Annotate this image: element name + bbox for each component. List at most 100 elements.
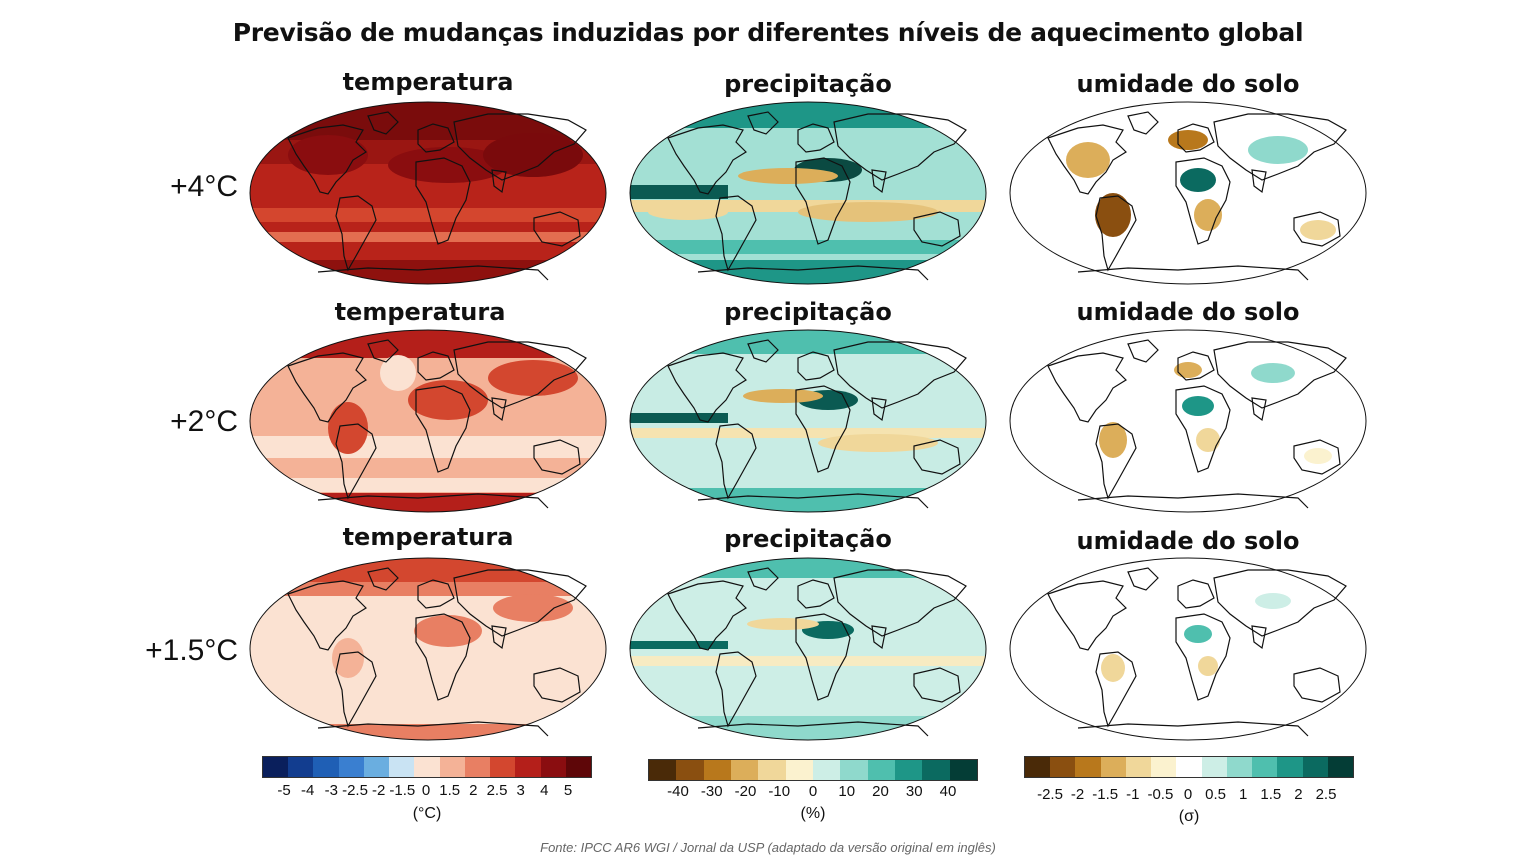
colorbar-swatch <box>1125 757 1152 777</box>
colorbar-tick-label: 2 <box>469 782 478 799</box>
map-precipitation-4c <box>628 100 988 286</box>
colorbar-swatch <box>263 757 289 777</box>
colorbar-swatch <box>515 757 541 777</box>
colorbar-tick-label: -30 <box>700 783 723 800</box>
map-soil-moisture-1-5c <box>1008 556 1368 742</box>
colorbar-swatch <box>676 760 704 780</box>
row-label-4c: +4°C <box>170 170 238 203</box>
colorbar-tick-label: -20 <box>734 783 757 800</box>
colorbar-tick-label: -2 <box>1070 786 1085 803</box>
colorbar-tick-label: 5 <box>563 782 573 799</box>
colorbar-tick-label: 0.5 <box>1205 786 1227 803</box>
header-temperature: temperatura <box>334 298 506 326</box>
colorbar-swatch <box>840 760 868 780</box>
colorbar-swatch <box>1226 757 1253 777</box>
colorbar-swatch <box>1302 757 1328 777</box>
colorbar-tick-label: -40 <box>667 783 689 800</box>
colorbar-swatch <box>439 757 465 777</box>
colorbar-tick-label: 0 <box>1183 786 1193 803</box>
colorbar-tick-label: 1 <box>1239 786 1248 803</box>
colorbar-swatch <box>1075 757 1101 777</box>
colorbar-precipitation <box>648 759 978 781</box>
colorbar-tick-label: -5 <box>277 782 291 799</box>
colorbar-tick-label: -10 <box>768 783 791 800</box>
colorbar-swatch <box>1201 757 1227 777</box>
colorbar-tick-label: 2 <box>1294 786 1303 803</box>
colorbar-tick-label: -4 <box>300 782 315 799</box>
header-temperature: temperatura <box>342 523 514 551</box>
colorbar-tick-label: 20 <box>872 783 889 800</box>
colorbar-swatch <box>785 760 813 780</box>
colorbar-tick-label: -2.5 <box>1037 786 1063 803</box>
header-precipitation: precipitação <box>724 525 892 553</box>
colorbar-swatch <box>1151 757 1177 777</box>
header-soil-moisture: umidade do solo <box>1076 527 1300 555</box>
colorbar-tick-label: 2.5 <box>486 782 508 799</box>
colorbar-swatch <box>414 757 440 777</box>
colorbar-tick-label: -2 <box>371 782 386 799</box>
colorbar-swatch <box>1277 757 1303 777</box>
colorbar-tick-label: -2.5 <box>342 782 368 799</box>
colorbar-swatch <box>363 757 390 777</box>
header-precipitation: precipitação <box>724 298 892 326</box>
map-temperature-4c <box>248 100 608 286</box>
colorbar-tick-label: 40 <box>939 783 957 800</box>
colorbar-swatch <box>1100 757 1126 777</box>
colorbar-swatch <box>464 757 491 777</box>
colorbar-swatch <box>540 757 566 777</box>
colorbar-swatch <box>703 760 731 780</box>
colorbar-swatch <box>1176 757 1202 777</box>
figure-title: Previsão de mudanças induzidas por difer… <box>232 18 1304 47</box>
colorbar-swatch <box>949 760 977 780</box>
row-label-1-5c: +1.5°C <box>145 634 238 667</box>
header-temperature: temperatura <box>342 68 514 96</box>
colorbar-tick-label: 3 <box>516 782 525 799</box>
colorbar-tick-label: 1.5 <box>439 782 461 799</box>
colorbar-tick-label: -1.5 <box>1092 786 1119 803</box>
colorbar-temperature <box>262 756 592 778</box>
colorbar-swatch <box>1050 757 1076 777</box>
colorbar-swatch <box>565 757 592 777</box>
map-soil-moisture-2c <box>1008 328 1368 514</box>
colorbar-swatch <box>490 757 516 777</box>
colorbar-soil-moisture-unit: (σ) <box>1178 808 1200 825</box>
colorbar-swatch <box>1252 757 1278 777</box>
source-caption: Fonte: IPCC AR6 WGI / Jornal da USP (ada… <box>540 840 996 855</box>
colorbar-tick-label: 0 <box>808 783 818 800</box>
colorbar-soil-moisture-ticks: -2.5 -2 -1.5 -1 -0.5 0 0.5 1 1.5 2 2.5 <box>1024 786 1354 806</box>
colorbar-tick-label: 2.5 <box>1315 786 1337 803</box>
map-precipitation-1-5c <box>628 556 988 742</box>
colorbar-tick-label: -1.5 <box>389 782 416 799</box>
colorbar-swatch <box>867 760 895 780</box>
colorbar-swatch <box>389 757 415 777</box>
colorbar-temperature-unit: (°C) <box>412 805 442 822</box>
colorbar-tick-label: -1 <box>1126 786 1140 803</box>
colorbar-precipitation-unit: (%) <box>800 805 826 822</box>
colorbar-tick-label: -0.5 <box>1147 786 1174 803</box>
map-temperature-1-5c <box>248 556 608 742</box>
colorbar-tick-label: 30 <box>905 783 923 800</box>
colorbar-swatch <box>288 757 314 777</box>
colorbar-swatch <box>922 760 950 780</box>
map-soil-moisture-4c <box>1008 100 1368 286</box>
colorbar-soil-moisture <box>1024 756 1354 778</box>
colorbar-tick-label: -3 <box>324 782 338 799</box>
colorbar-swatch <box>758 760 786 780</box>
colorbar-tick-label: 10 <box>838 783 856 800</box>
header-soil-moisture: umidade do solo <box>1076 70 1300 98</box>
header-soil-moisture: umidade do solo <box>1076 298 1300 326</box>
colorbar-swatch <box>338 757 364 777</box>
map-temperature-2c <box>248 328 608 514</box>
colorbar-swatch <box>812 760 841 780</box>
colorbar-precipitation-ticks: -40 -30 -20 -10 0 10 20 30 40 <box>648 783 978 803</box>
colorbar-tick-label: 1.5 <box>1260 786 1282 803</box>
colorbar-swatch <box>1025 757 1051 777</box>
colorbar-swatch <box>313 757 339 777</box>
colorbar-swatch <box>1327 757 1354 777</box>
map-precipitation-2c <box>628 328 988 514</box>
colorbar-tick-label: 0 <box>421 782 431 799</box>
colorbar-swatch <box>894 760 923 780</box>
row-label-2c: +2°C <box>170 405 238 438</box>
header-precipitation: precipitação <box>724 70 892 98</box>
colorbar-tick-label: 4 <box>540 782 549 799</box>
